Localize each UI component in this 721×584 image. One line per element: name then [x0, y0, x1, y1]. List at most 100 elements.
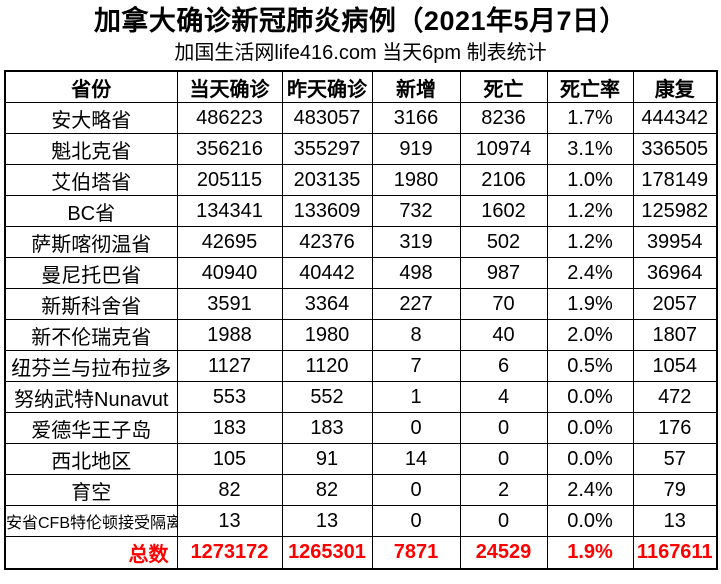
cell-recovered: 79 [632, 474, 718, 506]
table-row: 育空 82 82 0 2 2.4% 79 [4, 474, 718, 506]
cell-death-rate: 1.0% [546, 164, 634, 196]
cell-new-cases: 227 [371, 288, 461, 320]
cell-death-rate: 1.2% [546, 226, 634, 258]
cell-yesterday-confirmed: 1120 [281, 350, 373, 382]
cell-recovered: 13 [632, 505, 718, 537]
col-header-deaths: 死亡 [459, 70, 548, 103]
cell-today-confirmed: 1988 [176, 319, 283, 351]
total-row: 总数 1273172 1265301 7871 24529 1.9% 11676… [4, 536, 718, 570]
cell-new-cases: 7 [371, 350, 461, 382]
cell-deaths: 4 [459, 381, 548, 413]
cell-death-rate: 0.0% [546, 412, 634, 444]
cell-new-cases: 0 [371, 412, 461, 444]
cell-deaths: 6 [459, 350, 548, 382]
table-row: 萨斯喀彻温省 42695 42376 319 502 1.2% 39954 [4, 226, 718, 258]
cell-recovered: 1054 [632, 350, 718, 382]
cell-today-confirmed: 105 [176, 443, 283, 475]
cell-today-confirmed: 42695 [176, 226, 283, 258]
cell-new-cases: 14 [371, 443, 461, 475]
cell-yesterday-confirmed: 91 [281, 443, 373, 475]
cell-recovered: 57 [632, 443, 718, 475]
cell-today-confirmed: 1127 [176, 350, 283, 382]
cell-total-deaths: 24529 [459, 536, 548, 570]
cell-recovered: 1807 [632, 319, 718, 351]
cell-deaths: 40 [459, 319, 548, 351]
cell-deaths: 1602 [459, 195, 548, 227]
table-row: 新不伦瑞克省 1988 1980 8 40 2.0% 1807 [4, 319, 718, 351]
table-row: 曼尼托巴省 40940 40442 498 987 2.4% 36964 [4, 257, 718, 289]
table-row: BC省 134341 133609 732 1602 1.2% 125982 [4, 195, 718, 227]
cell-new-cases: 919 [371, 133, 461, 165]
cell-death-rate: 2.4% [546, 474, 634, 506]
col-header-province: 省份 [4, 70, 178, 103]
table-row: 安大略省 486223 483057 3166 8236 1.7% 444342 [4, 102, 718, 134]
cell-new-cases: 8 [371, 319, 461, 351]
cell-yesterday-confirmed: 3364 [281, 288, 373, 320]
cell-deaths: 0 [459, 443, 548, 475]
cell-yesterday-confirmed: 82 [281, 474, 373, 506]
col-header-recovered: 康复 [632, 70, 718, 103]
page: 加拿大确诊新冠肺炎病例（2021年5月7日） 加国生活网life416.com … [0, 4, 721, 584]
cell-recovered: 472 [632, 381, 718, 413]
cell-recovered: 2057 [632, 288, 718, 320]
cell-total-death-rate: 1.9% [546, 536, 634, 570]
cell-yesterday-confirmed: 355297 [281, 133, 373, 165]
cell-deaths: 502 [459, 226, 548, 258]
cell-recovered: 125982 [632, 195, 718, 227]
cell-death-rate: 1.7% [546, 102, 634, 134]
cell-today-confirmed: 183 [176, 412, 283, 444]
cell-deaths: 0 [459, 412, 548, 444]
table-row: 西北地区 105 91 14 0 0.0% 57 [4, 443, 718, 475]
cell-recovered: 336505 [632, 133, 718, 165]
cell-province: 萨斯喀彻温省 [4, 226, 178, 258]
cell-province: 曼尼托巴省 [4, 257, 178, 289]
table-row: 安省CFB特伦顿接受隔离 13 13 0 0 0.0% 13 [4, 505, 718, 537]
cell-today-confirmed: 40940 [176, 257, 283, 289]
cell-recovered: 176 [632, 412, 718, 444]
cell-total-label: 总数 [4, 536, 178, 570]
cell-today-confirmed: 486223 [176, 102, 283, 134]
table-row: 新斯科舍省 3591 3364 227 70 1.9% 2057 [4, 288, 718, 320]
cell-today-confirmed: 134341 [176, 195, 283, 227]
covid-table: 省份 当天确诊 昨天确诊 新增 死亡 死亡率 康复 安大略省 486223 48… [4, 70, 718, 570]
cell-today-confirmed: 356216 [176, 133, 283, 165]
cell-recovered: 36964 [632, 257, 718, 289]
cell-death-rate: 2.0% [546, 319, 634, 351]
cell-total-yesterday-confirmed: 1265301 [281, 536, 373, 570]
cell-recovered: 444342 [632, 102, 718, 134]
cell-new-cases: 0 [371, 474, 461, 506]
cell-deaths: 70 [459, 288, 548, 320]
page-subtitle: 加国生活网life416.com 当天6pm 制表统计 [174, 42, 547, 64]
cell-death-rate: 0.0% [546, 505, 634, 537]
cell-province: 安省CFB特伦顿接受隔离 [4, 505, 178, 537]
cell-yesterday-confirmed: 40442 [281, 257, 373, 289]
cell-new-cases: 0 [371, 505, 461, 537]
page-title: 加拿大确诊新冠肺炎病例（2021年5月7日） [93, 6, 628, 36]
table-row: 纽芬兰与拉布拉多 1127 1120 7 6 0.5% 1054 [4, 350, 718, 382]
cell-province: 艾伯塔省 [4, 164, 178, 196]
cell-today-confirmed: 205115 [176, 164, 283, 196]
cell-province: 育空 [4, 474, 178, 506]
cell-province: 新不伦瑞克省 [4, 319, 178, 351]
cell-total-new-cases: 7871 [371, 536, 461, 570]
cell-deaths: 10974 [459, 133, 548, 165]
cell-province: 纽芬兰与拉布拉多 [4, 350, 178, 382]
cell-province: 安大略省 [4, 102, 178, 134]
cell-new-cases: 1980 [371, 164, 461, 196]
cell-new-cases: 3166 [371, 102, 461, 134]
cell-province: 爱德华王子岛 [4, 412, 178, 444]
cell-death-rate: 0.5% [546, 350, 634, 382]
cell-death-rate: 2.4% [546, 257, 634, 289]
cell-death-rate: 0.0% [546, 443, 634, 475]
cell-today-confirmed: 82 [176, 474, 283, 506]
col-header-today-confirmed: 当天确诊 [176, 70, 283, 103]
cell-death-rate: 3.1% [546, 133, 634, 165]
cell-yesterday-confirmed: 552 [281, 381, 373, 413]
table-row: 艾伯塔省 205115 203135 1980 2106 1.0% 178149 [4, 164, 718, 196]
cell-total-today-confirmed: 1273172 [176, 536, 283, 570]
table-row: 努纳武特Nunavut 553 552 1 4 0.0% 472 [4, 381, 718, 413]
cell-recovered: 39954 [632, 226, 718, 258]
cell-deaths: 8236 [459, 102, 548, 134]
cell-recovered: 178149 [632, 164, 718, 196]
header-row: 省份 当天确诊 昨天确诊 新增 死亡 死亡率 康复 [4, 70, 718, 103]
